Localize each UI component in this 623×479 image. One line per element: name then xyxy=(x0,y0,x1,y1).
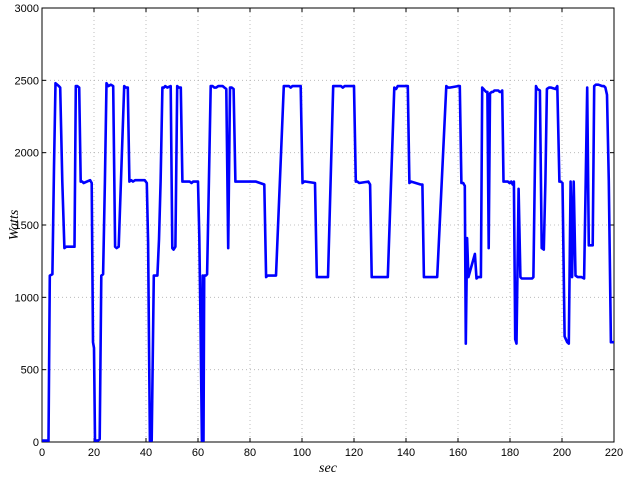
plot-area xyxy=(41,7,615,443)
x-tick-label: 200 xyxy=(553,447,571,459)
x-axis-label: sec xyxy=(319,461,338,476)
y-tick-label: 2500 xyxy=(15,75,39,87)
x-tick-label: 140 xyxy=(397,447,415,459)
y-tick-label: 1000 xyxy=(15,292,39,304)
x-tick-label: 100 xyxy=(293,447,311,459)
x-tick-label: 20 xyxy=(88,447,100,459)
grid xyxy=(42,8,614,442)
x-tick-label: 80 xyxy=(244,447,256,459)
y-axis-label: Watts xyxy=(7,209,22,240)
series-line xyxy=(42,81,614,442)
y-tick-label: 3000 xyxy=(15,3,39,15)
y-tick-label: 1500 xyxy=(15,220,39,232)
x-tick-label: 160 xyxy=(449,447,467,459)
x-tick-label: 60 xyxy=(192,447,204,459)
x-tick-label: 180 xyxy=(501,447,519,459)
y-tick-label: 0 xyxy=(33,437,39,449)
x-tick-label: 0 xyxy=(39,447,45,459)
axis-ticks: 0 20 40 60 80 100 120 140 160 180 200 220 0 500 1000 15… xyxy=(15,3,623,459)
x-tick-label: 220 xyxy=(605,447,623,459)
x-tick-label: 40 xyxy=(140,447,152,459)
x-tick-label: 120 xyxy=(345,447,363,459)
y-tick-label: 2000 xyxy=(15,148,39,160)
y-tick-label: 500 xyxy=(21,365,39,377)
